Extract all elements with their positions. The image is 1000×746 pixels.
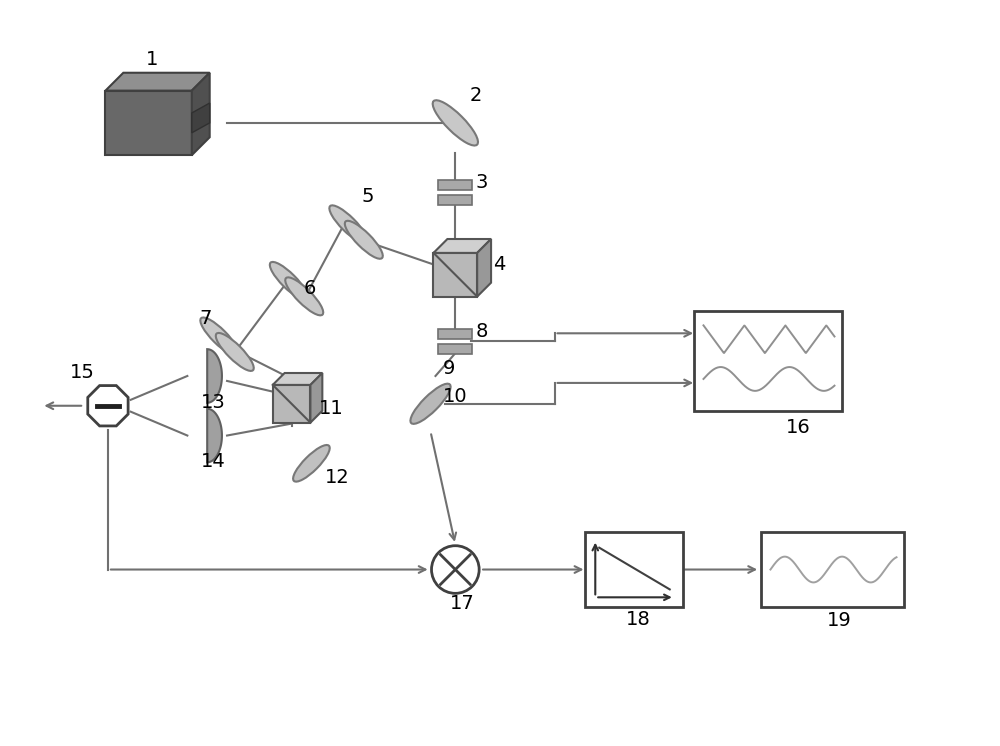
Ellipse shape [285,278,323,316]
Text: 12: 12 [325,468,350,487]
Text: 19: 19 [827,611,851,630]
Text: 14: 14 [201,452,226,471]
Polygon shape [192,73,210,155]
Polygon shape [88,386,128,426]
Ellipse shape [410,383,451,424]
Text: 13: 13 [201,392,226,412]
Text: 4: 4 [493,255,505,274]
Ellipse shape [200,318,238,356]
Text: 7: 7 [199,310,212,328]
Text: 17: 17 [449,595,474,613]
Ellipse shape [270,262,308,300]
Polygon shape [433,239,491,253]
Text: 9: 9 [442,359,455,378]
Polygon shape [310,373,322,423]
Polygon shape [273,373,322,385]
Text: 2: 2 [469,86,482,105]
Polygon shape [438,180,472,190]
Polygon shape [192,103,210,133]
Bar [694,312,842,411]
Text: 15: 15 [70,363,95,382]
Ellipse shape [345,221,383,259]
Text: 10: 10 [442,386,467,406]
Polygon shape [438,195,472,204]
Polygon shape [438,344,472,354]
Text: 8: 8 [475,322,488,341]
Ellipse shape [216,333,254,371]
Polygon shape [105,73,210,90]
Text: 11: 11 [319,398,344,418]
Polygon shape [477,239,491,297]
Polygon shape [438,329,472,339]
Text: 18: 18 [626,610,651,629]
Text: 6: 6 [303,278,316,298]
Ellipse shape [329,205,367,243]
Circle shape [432,546,479,593]
Ellipse shape [433,100,478,145]
Polygon shape [273,385,310,423]
Text: 16: 16 [786,418,811,436]
Text: 5: 5 [361,187,374,207]
Text: 3: 3 [475,173,488,192]
Polygon shape [105,90,192,155]
Polygon shape [207,349,222,403]
Ellipse shape [293,445,330,482]
Text: 1: 1 [146,50,158,69]
Polygon shape [207,409,222,463]
Bar [761,532,904,607]
Bar [585,532,683,607]
Polygon shape [433,253,477,297]
